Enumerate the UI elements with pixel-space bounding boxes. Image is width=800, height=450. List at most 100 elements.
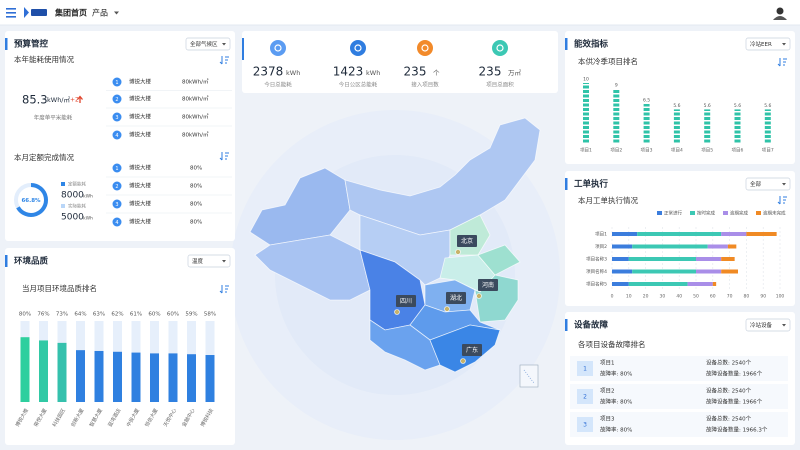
fault-project: 项目2 [600, 388, 615, 395]
rank-value: 80kWh/㎡ [182, 95, 209, 103]
sort-icon-shape[interactable] [219, 56, 229, 65]
bar [39, 340, 48, 402]
sort-icon-shape[interactable] [777, 58, 787, 67]
y-tick-label: 项目名称3 [586, 256, 607, 263]
kpi-change: +2 [70, 97, 79, 104]
sort-icon[interactable] [219, 285, 229, 294]
bar-segment [721, 257, 735, 261]
legend-swatch [756, 211, 761, 215]
map-label-box[interactable] [457, 235, 477, 247]
bar-segment [707, 244, 728, 249]
dropdown-caret[interactable] [782, 183, 786, 186]
bar-segment [612, 232, 638, 236]
bar [205, 355, 215, 402]
map-label[interactable]: 河南 [482, 281, 494, 289]
bar [113, 351, 122, 402]
x-tick-label: 20 [643, 294, 649, 300]
dropdown[interactable] [745, 177, 791, 191]
rank-value: 80% [190, 166, 202, 172]
bar-value-label: 61% [130, 312, 142, 318]
fault-row[interactable] [570, 412, 788, 437]
map-label-box[interactable] [446, 292, 466, 304]
bar-segment [727, 244, 737, 249]
fault-total: 设备总数: 2540个 [706, 415, 752, 423]
chart-title: 本供冷季项目排名 [578, 56, 638, 66]
menu-icon[interactable] [6, 8, 16, 18]
x-tick-label: 项目4 [671, 148, 683, 154]
sort-icon[interactable] [777, 58, 787, 67]
stat-icon [270, 40, 286, 56]
header-bar [0, 0, 800, 25]
bar-segment [687, 282, 713, 286]
kpi-change-arrow [77, 95, 83, 103]
fault-total: 设备总数: 2540个 [706, 359, 752, 367]
sort-icon[interactable] [219, 56, 229, 65]
section-subtitle: 本月定额完成情况 [14, 152, 74, 162]
dropdown[interactable] [745, 37, 791, 51]
dropdown-caret[interactable] [782, 324, 786, 327]
fault-count: 故障设备数量: 1966个 [706, 398, 763, 406]
stat-unit: kWh [366, 69, 380, 77]
dropdown[interactable] [185, 37, 231, 51]
bar-value-label: 5.6 [764, 103, 771, 109]
bar-value-label: 80% [19, 312, 31, 318]
map-label[interactable]: 四川 [400, 298, 412, 305]
panel-accent [565, 319, 568, 331]
fault-row[interactable] [570, 356, 788, 381]
dropdown-caret[interactable] [222, 260, 226, 263]
dropdown-value[interactable]: 全部气候区 [190, 40, 218, 48]
donut-label: 66.8% [21, 198, 41, 204]
region[interactable] [477, 244, 521, 276]
stat-value: 235 [479, 65, 502, 79]
sort-icon-shape[interactable] [219, 285, 229, 294]
nav-item[interactable]: 产品 [92, 8, 108, 18]
map-label-box[interactable] [462, 344, 482, 356]
avatar[interactable] [773, 7, 787, 21]
x-tick-label: 40 [676, 294, 682, 300]
bar-value-label: 64% [74, 312, 86, 318]
rank-number: 4 [115, 133, 118, 139]
map-pin [394, 309, 400, 315]
sort-icon[interactable] [219, 152, 229, 161]
panel-title: 能效指标 [574, 39, 609, 50]
dropdown-value[interactable]: 冷站设备 [750, 321, 773, 329]
bar-segment [696, 269, 722, 274]
sort-icon-shape[interactable] [219, 152, 229, 161]
nav-caret[interactable] [114, 11, 119, 15]
stat-icon [492, 40, 508, 56]
map-label-box[interactable] [478, 279, 498, 291]
sort-icon-shape[interactable] [777, 196, 787, 205]
map-label[interactable]: 湖北 [450, 294, 462, 302]
panel-accent [565, 178, 568, 190]
rank-badge [112, 181, 122, 191]
fault-project: 项目3 [600, 416, 615, 423]
bar-segment [628, 257, 696, 261]
legend-unit: kWh [83, 194, 93, 200]
rank-name: 博锐大楼 [129, 95, 152, 103]
fault-row[interactable] [570, 384, 788, 409]
dropdown-value[interactable]: 冷站EER [750, 40, 772, 48]
x-tick-label: 项目1 [580, 148, 592, 154]
map-label[interactable]: 北京 [461, 237, 473, 245]
dropdown[interactable] [187, 254, 231, 268]
rank-badge [112, 163, 122, 173]
bar [76, 350, 85, 402]
x-tick-label: 项目6 [732, 148, 744, 154]
bar-segment [612, 282, 629, 286]
rank-name: 博锐大楼 [129, 164, 152, 172]
dropdown-value[interactable]: 温度 [192, 257, 204, 265]
map-label-box[interactable] [396, 295, 416, 307]
map-pin [476, 293, 482, 299]
map-label[interactable]: 广东 [466, 346, 478, 354]
x-tick-label: 50 [693, 294, 699, 300]
dropdown-value[interactable]: 全部 [750, 180, 762, 188]
dropdown-caret[interactable] [222, 43, 226, 46]
bar [131, 352, 141, 402]
nav-item[interactable]: 集团首页 [54, 8, 87, 18]
sort-icon[interactable] [777, 196, 787, 205]
chart-title: 当月项目环境品质排名 [22, 283, 97, 293]
region[interactable] [369, 319, 441, 371]
rank-value: 80% [190, 202, 202, 208]
dropdown[interactable] [745, 318, 791, 332]
dropdown-caret[interactable] [782, 43, 786, 46]
